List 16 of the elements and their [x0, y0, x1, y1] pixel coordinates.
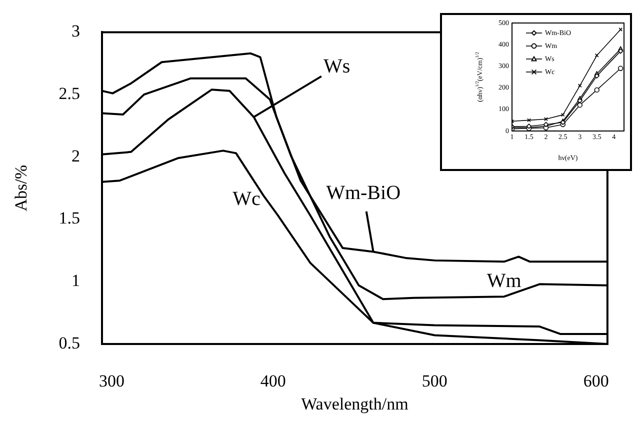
y-tick-label: 0.5: [58, 333, 80, 352]
series-label: Wm: [486, 270, 522, 292]
y-tick-label: 1: [72, 271, 80, 290]
x-axis-title: Wavelength/nm: [301, 394, 408, 414]
x-tick-label: 300: [98, 372, 124, 391]
y-tick-label: 1.5: [58, 208, 80, 228]
series-label: Wm-BiO: [326, 182, 401, 204]
y-axis-title: Abs/%: [11, 164, 30, 212]
y-tick-label: 3: [72, 22, 80, 41]
series-label: Wc: [232, 188, 260, 210]
y-tick-label: 2.5: [58, 84, 80, 104]
x-tick-label: 500: [422, 372, 448, 391]
x-tick-label: 600: [583, 372, 609, 391]
x-tick-label: 400: [260, 372, 286, 391]
text: Ws: [323, 55, 350, 78]
y-tick-label: 2: [72, 146, 80, 166]
